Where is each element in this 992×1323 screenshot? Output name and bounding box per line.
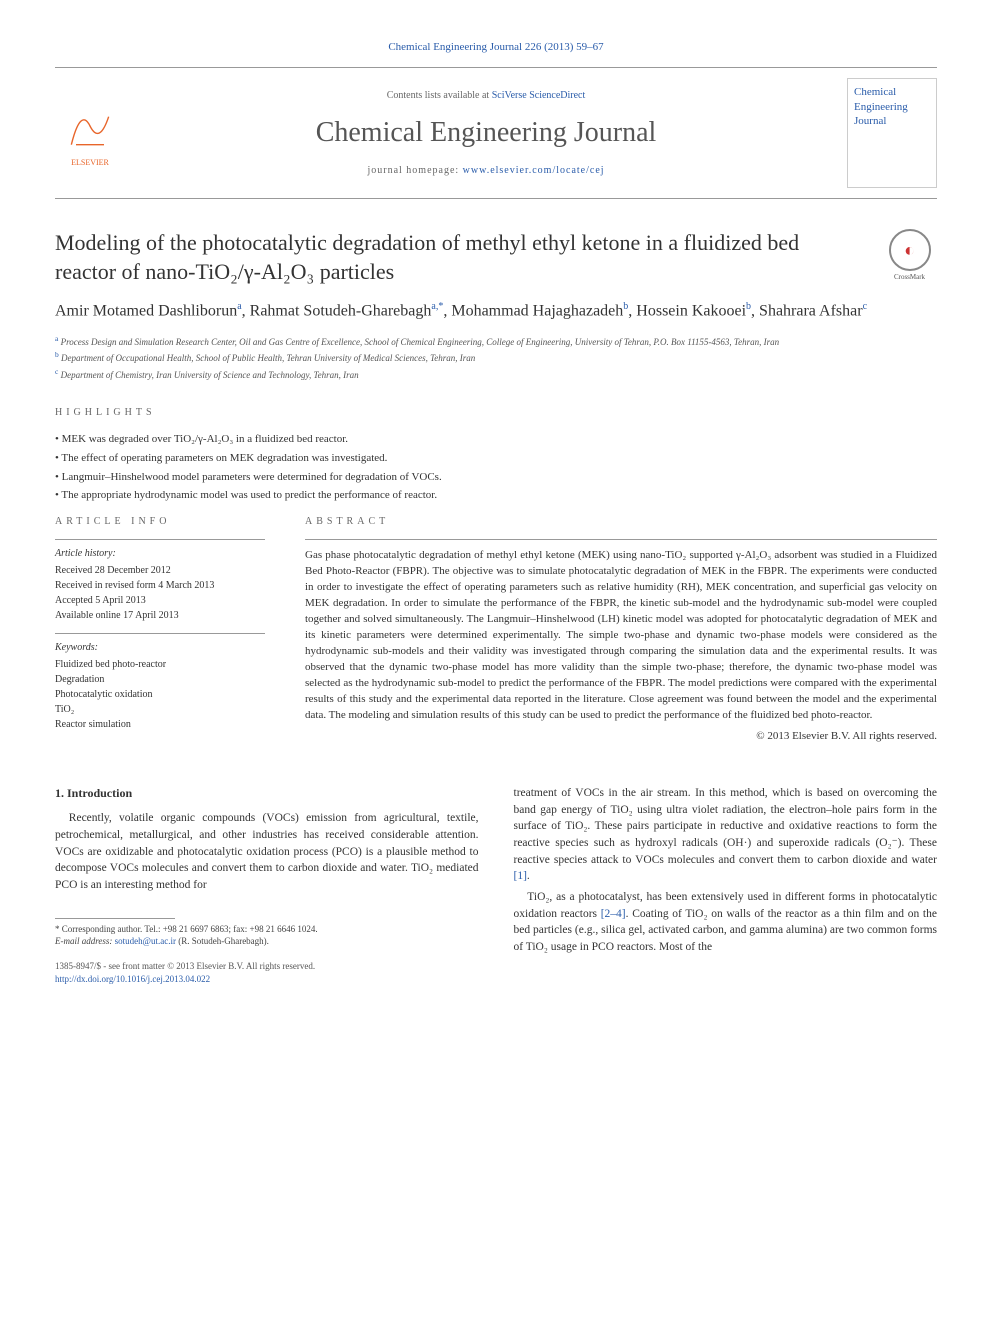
highlights-label: HIGHLIGHTS xyxy=(55,406,937,420)
history-line: Received 28 December 2012 xyxy=(55,563,265,578)
ref-link[interactable]: [2–4] xyxy=(601,908,626,920)
keyword: TiO₂ xyxy=(55,702,265,717)
elsevier-logo: ELSEVIER xyxy=(55,98,125,168)
intro-p2: treatment of VOCs in the air stream. In … xyxy=(514,785,938,885)
journal-cover: Chemical Engineering Journal xyxy=(847,78,937,188)
homepage-prefix: journal homepage: xyxy=(367,165,462,176)
contents-line: Contents lists available at SciVerse Sci… xyxy=(143,89,829,103)
masthead: ELSEVIER Contents lists available at Sci… xyxy=(55,67,937,199)
masthead-center: Contents lists available at SciVerse Sci… xyxy=(143,89,829,178)
intro-heading: 1. Introduction xyxy=(55,785,479,802)
highlight-item: The appropriate hydrodynamic model was u… xyxy=(55,486,937,505)
homepage-line: journal homepage: www.elsevier.com/locat… xyxy=(143,164,829,178)
highlight-item: Langmuir–Hinshelwood model parameters we… xyxy=(55,468,937,487)
column-left: 1. Introduction Recently, volatile organ… xyxy=(55,785,479,986)
history-heading: Article history: xyxy=(55,546,265,561)
ref-link[interactable]: [1] xyxy=(514,870,527,882)
crossmark-icon: ◐ xyxy=(904,238,915,263)
journal-name: Chemical Engineering Journal xyxy=(143,113,829,152)
corr-email-link[interactable]: sotudeh@ut.ac.ir xyxy=(115,936,176,946)
keyword: Reactor simulation xyxy=(55,717,265,732)
abstract-label: ABSTRACT xyxy=(305,515,937,529)
article-info-label: ARTICLE INFO xyxy=(55,515,265,529)
sciencedirect-link[interactable]: SciVerse ScienceDirect xyxy=(492,90,586,101)
corr-author-line: * Corresponding author. Tel.: +98 21 669… xyxy=(55,923,479,936)
article-info: ARTICLE INFO Article history: Received 2… xyxy=(55,515,265,745)
crossmark-label: CrossMark xyxy=(882,273,937,283)
email-label: E-mail address: xyxy=(55,936,112,946)
email-tail: (R. Sotudeh-Gharebagh). xyxy=(178,936,269,946)
keyword: Fluidized bed photo-reactor xyxy=(55,657,265,672)
citation-header: Chemical Engineering Journal 226 (2013) … xyxy=(55,40,937,55)
highlights-list: MEK was degraded over TiO₂/γ-Al₂O₃ in a … xyxy=(55,430,937,505)
corresponding-footnote: * Corresponding author. Tel.: +98 21 669… xyxy=(55,923,479,948)
abstract: ABSTRACT Gas phase photocatalytic degrad… xyxy=(305,515,937,745)
contents-prefix: Contents lists available at xyxy=(387,90,492,101)
doi-link[interactable]: http://dx.doi.org/10.1016/j.cej.2013.04.… xyxy=(55,974,210,984)
crossmark-badge[interactable]: ◐ CrossMark xyxy=(882,229,937,283)
issn-line: 1385-8947/$ - see front matter © 2013 El… xyxy=(55,960,479,973)
history-line: Available online 17 April 2013 xyxy=(55,608,265,623)
homepage-link[interactable]: www.elsevier.com/locate/cej xyxy=(463,165,605,176)
highlight-item: The effect of operating parameters on ME… xyxy=(55,449,937,468)
history-line: Accepted 5 April 2013 xyxy=(55,593,265,608)
abstract-text: Gas phase photocatalytic degradation of … xyxy=(305,548,937,723)
copyright: © 2013 Elsevier B.V. All rights reserved… xyxy=(305,729,937,744)
keywords-heading: Keywords: xyxy=(55,640,265,655)
body-columns: 1. Introduction Recently, volatile organ… xyxy=(55,785,937,986)
publisher-name: ELSEVIER xyxy=(55,157,125,168)
keyword: Photocatalytic oxidation xyxy=(55,687,265,702)
history-line: Received in revised form 4 March 2013 xyxy=(55,578,265,593)
intro-p1: Recently, volatile organic compounds (VO… xyxy=(55,810,479,893)
intro-p3: TiO₂, as a photocatalyst, has been exten… xyxy=(514,889,938,956)
affiliations: a Process Design and Simulation Research… xyxy=(55,333,937,383)
column-right: treatment of VOCs in the air stream. In … xyxy=(514,785,938,986)
highlight-item: MEK was degraded over TiO₂/γ-Al₂O₃ in a … xyxy=(55,430,937,449)
doi-block: 1385-8947/$ - see front matter © 2013 El… xyxy=(55,960,479,986)
article-title: Modeling of the photocatalytic degradati… xyxy=(55,229,862,286)
author-list: Amir Motamed Dashliboruna, Rahmat Sotude… xyxy=(55,299,937,323)
keyword: Degradation xyxy=(55,672,265,687)
